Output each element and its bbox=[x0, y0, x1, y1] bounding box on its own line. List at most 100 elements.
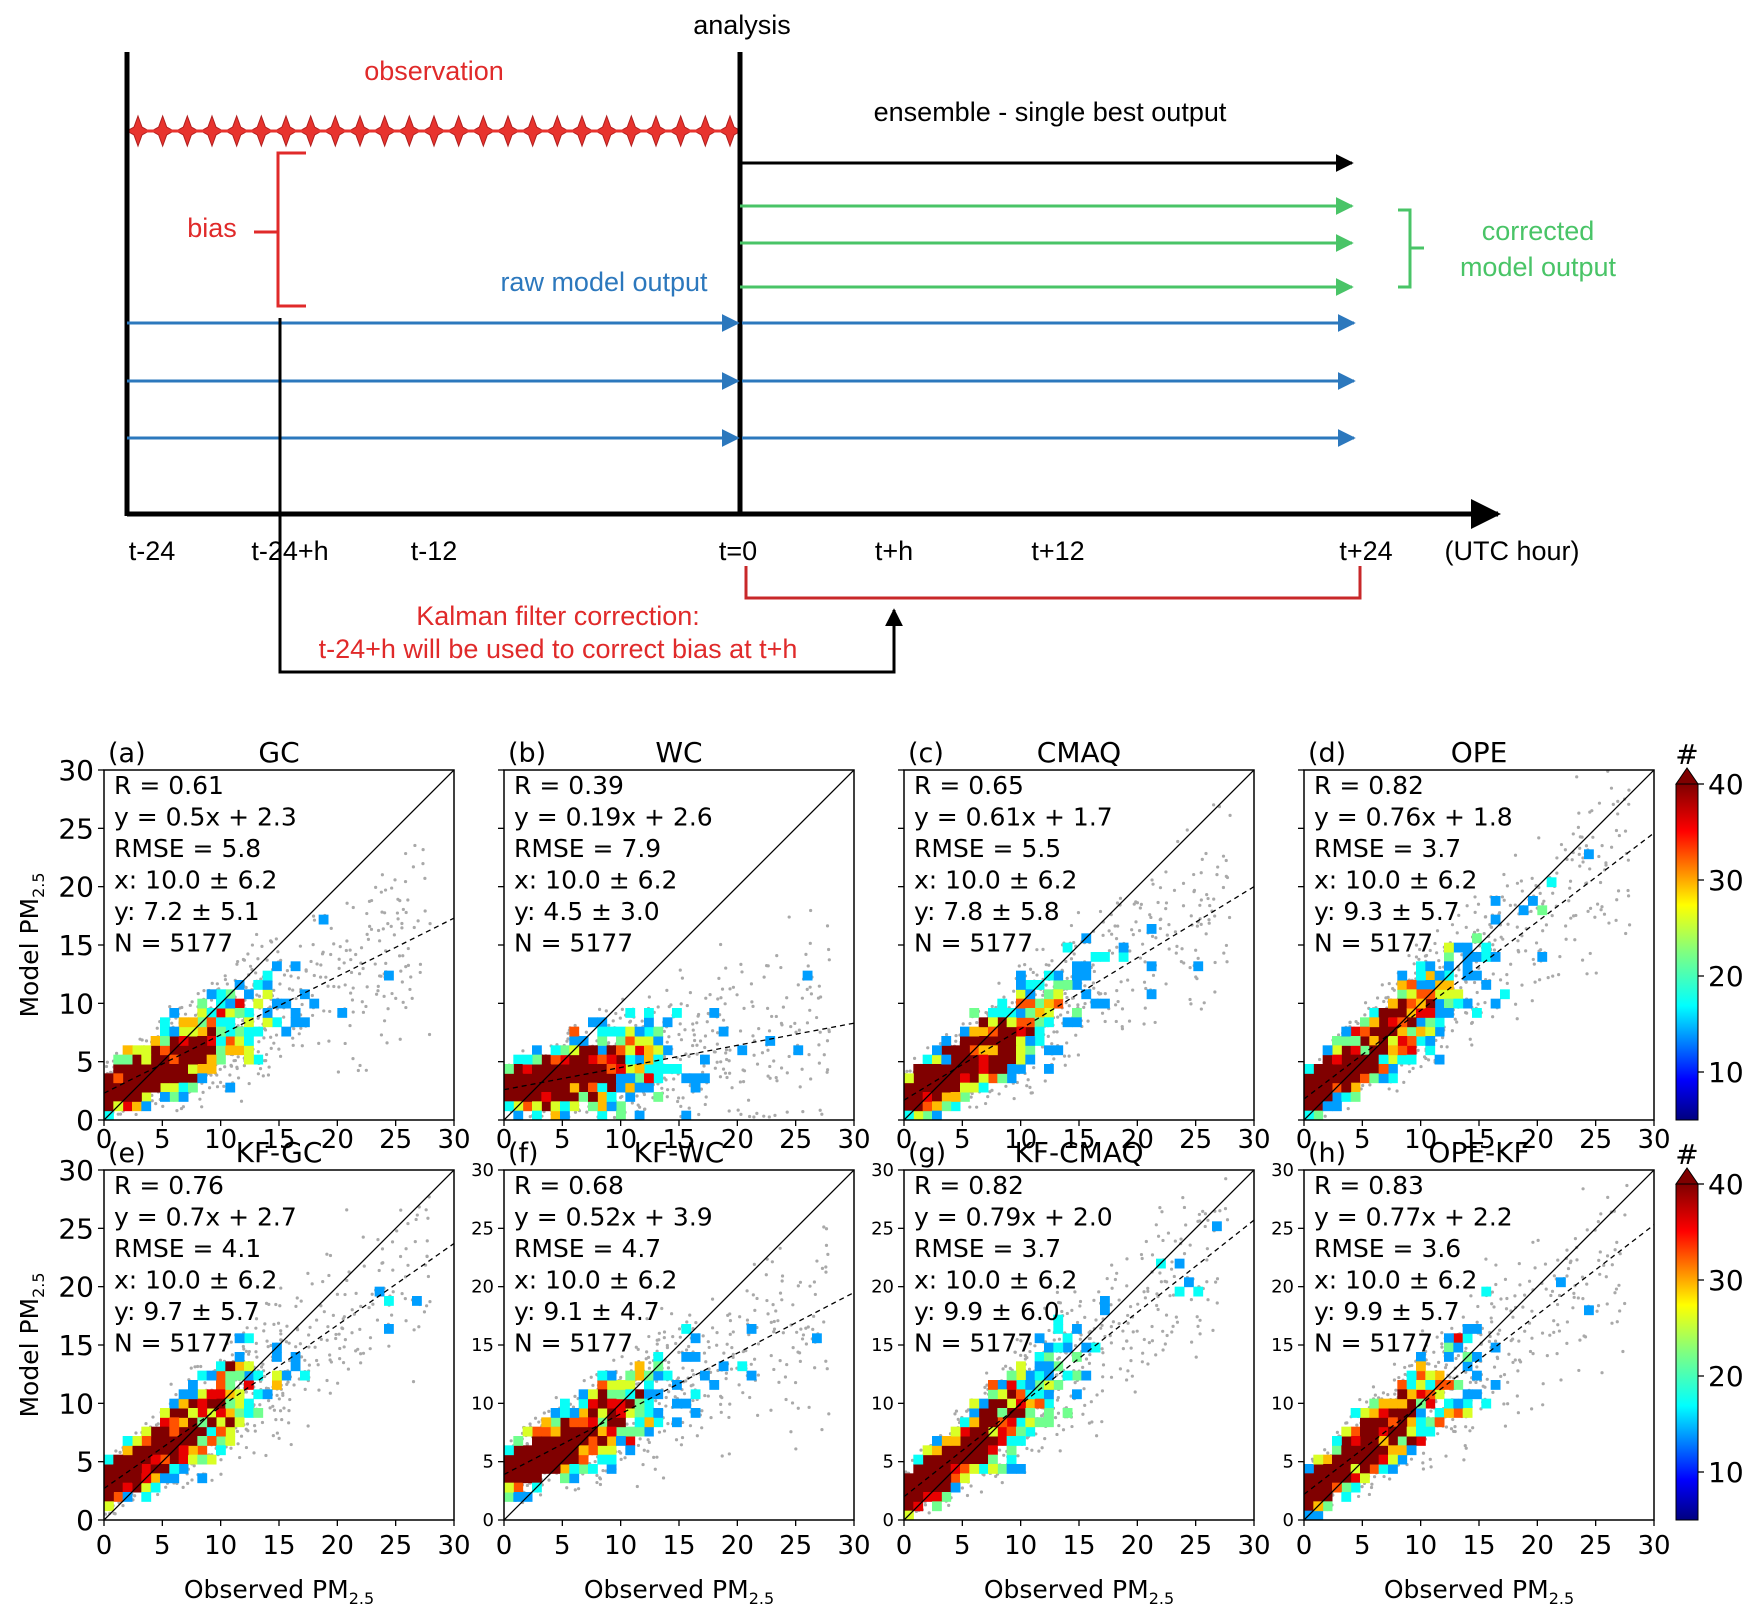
density-bin bbox=[932, 1101, 942, 1112]
sample-point bbox=[1164, 901, 1169, 905]
density-bin bbox=[765, 1036, 776, 1046]
sample-point bbox=[310, 993, 314, 998]
sample-point bbox=[1017, 964, 1021, 968]
y-tick-label: 20 bbox=[58, 871, 94, 904]
regression-line bbox=[104, 917, 454, 1094]
density-bin bbox=[616, 1101, 626, 1112]
sample-point bbox=[692, 1033, 696, 1037]
density-bin bbox=[244, 1054, 254, 1065]
density-bin bbox=[560, 1092, 570, 1102]
density-bin bbox=[132, 1064, 142, 1074]
sample-point bbox=[196, 992, 200, 996]
density-bin bbox=[169, 1008, 180, 1018]
plot-area bbox=[104, 770, 454, 1120]
sample-point bbox=[825, 1070, 829, 1074]
sample-point bbox=[229, 1064, 234, 1068]
density-bin bbox=[281, 1026, 292, 1037]
density-bin bbox=[588, 1082, 598, 1093]
density-bin bbox=[588, 1073, 598, 1084]
density-bin bbox=[969, 1008, 980, 1018]
density-bin bbox=[262, 970, 273, 981]
sample-point bbox=[671, 1088, 675, 1092]
density-bin bbox=[169, 1082, 180, 1093]
sample-point bbox=[1179, 960, 1183, 964]
density-bin bbox=[150, 1082, 161, 1093]
sample-point bbox=[1181, 881, 1186, 885]
sample-point bbox=[359, 946, 364, 950]
sample-point bbox=[1151, 882, 1155, 886]
sample-point bbox=[396, 917, 400, 921]
sample-point bbox=[1041, 947, 1045, 951]
x-tick-label: 5 bbox=[954, 1125, 971, 1155]
sample-point bbox=[109, 1070, 113, 1074]
sample-point bbox=[399, 969, 403, 973]
sample-point bbox=[1380, 983, 1384, 987]
time-tick-7: t+24 bbox=[1339, 536, 1392, 566]
density-bin bbox=[1006, 1045, 1017, 1056]
sample-point bbox=[285, 969, 289, 973]
density-bin bbox=[504, 1092, 514, 1102]
stat-line: RMSE = 5.8 bbox=[114, 834, 261, 863]
sample-point bbox=[1200, 857, 1204, 861]
density-bin bbox=[913, 1064, 924, 1074]
sample-point bbox=[416, 919, 420, 923]
density-bin bbox=[216, 1017, 226, 1028]
y-tick-label: 0 bbox=[76, 1104, 94, 1137]
sample-point bbox=[687, 1054, 691, 1059]
density-bin bbox=[634, 1026, 645, 1037]
sample-point bbox=[807, 1053, 811, 1057]
sample-point bbox=[969, 1095, 973, 1099]
density-bin bbox=[941, 1101, 952, 1112]
density-bin bbox=[922, 1110, 933, 1120]
sample-point bbox=[1116, 999, 1120, 1004]
density-bin bbox=[578, 1092, 589, 1102]
sample-point bbox=[774, 1014, 778, 1019]
density-bin bbox=[672, 1008, 682, 1018]
sample-point bbox=[750, 1000, 754, 1004]
sample-point bbox=[766, 964, 770, 968]
density-bin bbox=[290, 961, 301, 972]
timeline-diagram: analysis observation ensemble - single b… bbox=[124, 10, 1617, 674]
sample-point bbox=[983, 1101, 988, 1106]
density-bin bbox=[178, 1073, 189, 1084]
density-bin bbox=[662, 1017, 673, 1028]
sample-point bbox=[398, 899, 402, 903]
density-bin bbox=[206, 1026, 217, 1037]
density-bin bbox=[197, 1064, 208, 1074]
sample-point bbox=[683, 1028, 687, 1032]
density-bin bbox=[606, 1082, 617, 1093]
sample-point bbox=[1213, 960, 1217, 965]
density-bin bbox=[197, 1045, 208, 1056]
sample-point bbox=[1115, 945, 1119, 949]
sample-point bbox=[1222, 951, 1226, 955]
density-bin bbox=[113, 1082, 124, 1093]
stat-line: x: 10.0 ± 6.2 bbox=[914, 866, 1077, 895]
sample-point bbox=[662, 1055, 667, 1059]
sample-point bbox=[827, 1028, 831, 1032]
density-bin bbox=[588, 1101, 598, 1112]
density-bin bbox=[560, 1045, 570, 1056]
sample-point bbox=[188, 1003, 192, 1007]
sample-point bbox=[400, 980, 404, 984]
density-bin bbox=[1044, 1064, 1054, 1074]
sample-point bbox=[367, 899, 372, 903]
sample-point bbox=[731, 985, 736, 989]
density-bin bbox=[169, 1054, 180, 1065]
sample-point bbox=[373, 962, 377, 966]
sample-point bbox=[1199, 871, 1203, 875]
sample-point bbox=[225, 982, 229, 986]
density-bin bbox=[104, 1082, 114, 1093]
sample-point bbox=[389, 924, 393, 928]
density-bin bbox=[1034, 1017, 1045, 1028]
density-bin bbox=[1034, 1008, 1045, 1018]
sample-point bbox=[647, 995, 651, 999]
sample-point bbox=[1065, 1041, 1069, 1045]
density-bin bbox=[950, 1101, 961, 1112]
sample-point bbox=[272, 988, 276, 992]
sample-point bbox=[376, 928, 381, 933]
density-bin bbox=[1025, 980, 1036, 990]
sample-point bbox=[289, 974, 293, 978]
x-tick-label: 30 bbox=[437, 1125, 470, 1155]
sample-point bbox=[379, 890, 383, 894]
